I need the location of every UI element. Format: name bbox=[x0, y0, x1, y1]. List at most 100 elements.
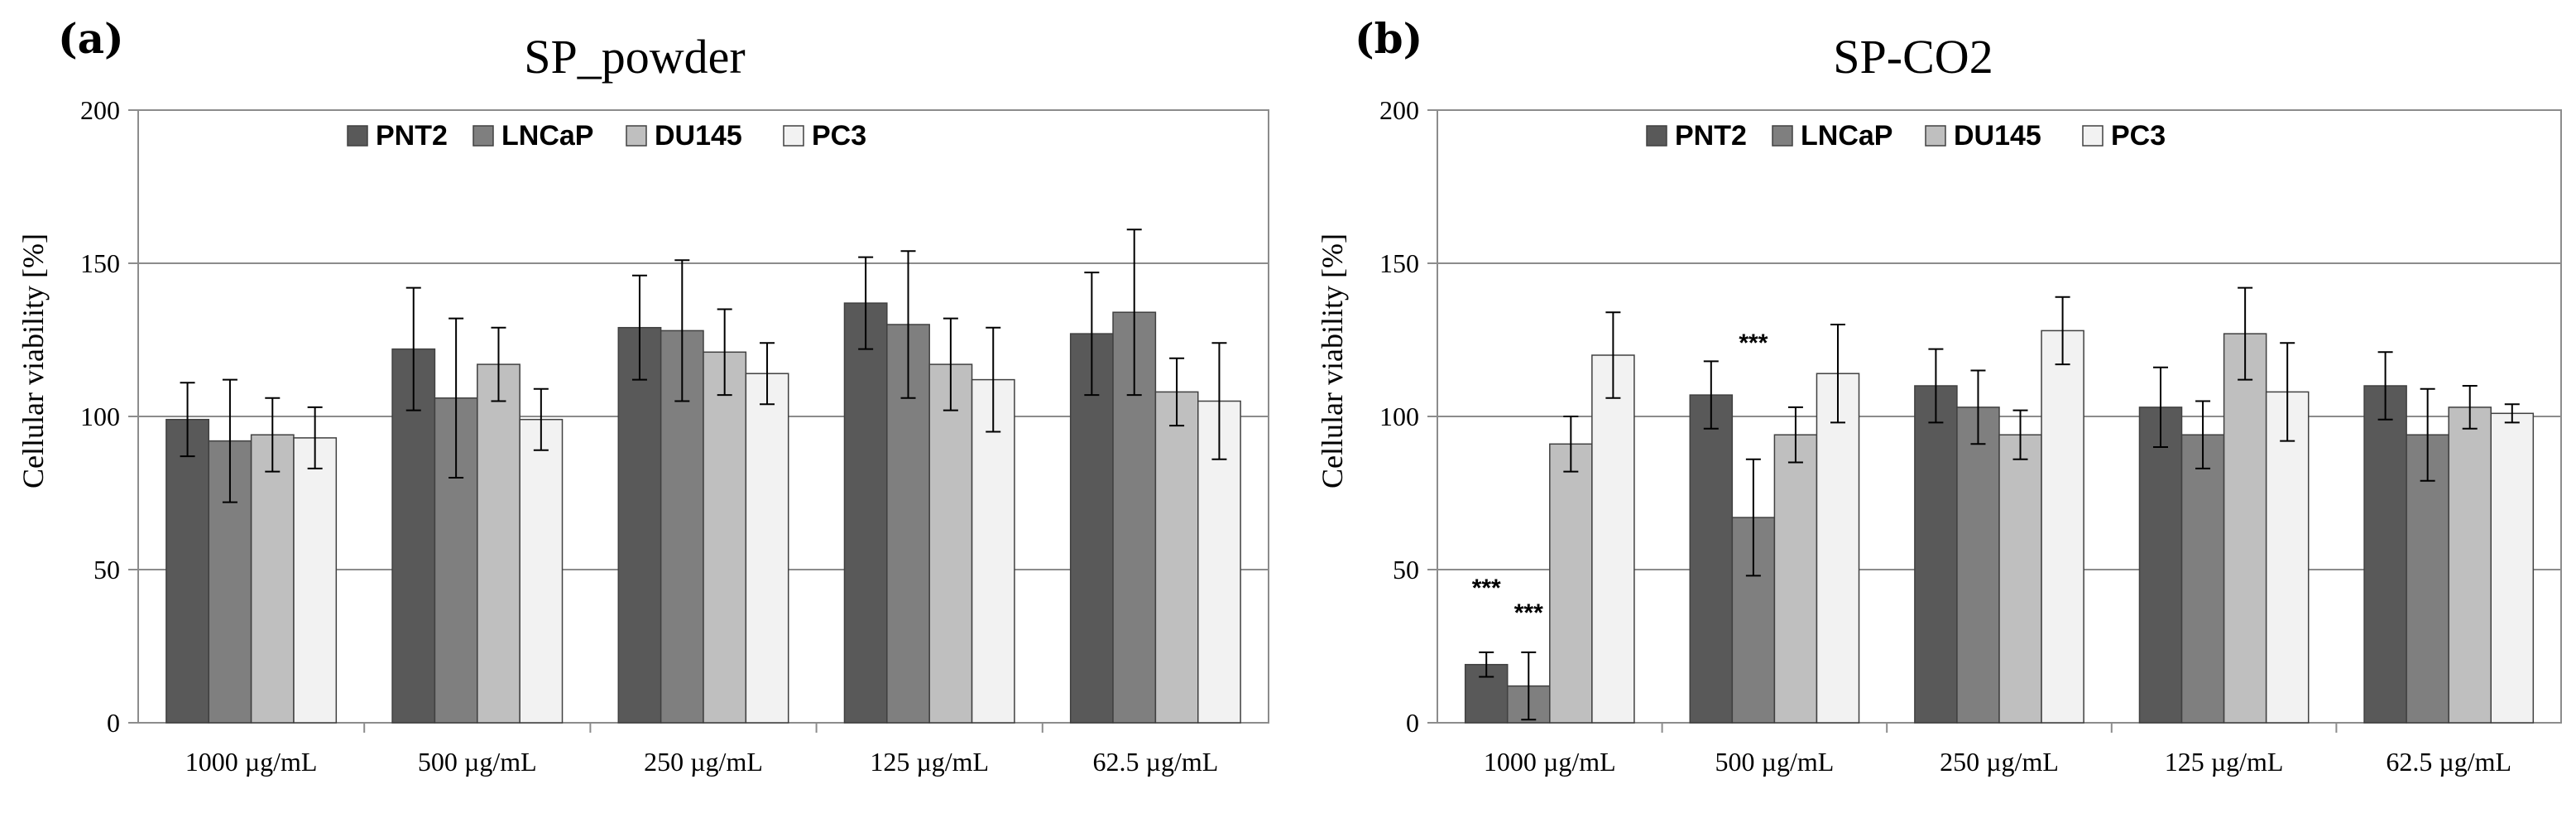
significance-annotation: *** bbox=[1472, 575, 1501, 602]
error-bar bbox=[2055, 296, 2070, 366]
bar-lncap bbox=[2180, 434, 2225, 724]
legend-item-pc3: PC3 bbox=[2082, 120, 2166, 152]
error-bar bbox=[265, 397, 281, 473]
legend-swatch bbox=[783, 125, 804, 147]
legend-swatch bbox=[473, 125, 494, 147]
error-bar bbox=[858, 256, 874, 350]
legend-label: LNCaP bbox=[1801, 120, 1892, 152]
bar-pc3 bbox=[971, 378, 1015, 724]
bar-du145 bbox=[703, 351, 747, 724]
legend-swatch bbox=[2082, 125, 2103, 147]
chart-title: SP-CO2 bbox=[1833, 30, 1993, 84]
bar-pc3 bbox=[2265, 391, 2310, 724]
error-bar bbox=[1126, 229, 1142, 397]
error-bar bbox=[1787, 406, 1803, 464]
error-bar bbox=[2153, 366, 2169, 448]
x-tick-label: 250 µg/mL bbox=[1940, 747, 2059, 777]
legend-item-du145: DU145 bbox=[1925, 120, 2041, 152]
legend-label: PNT2 bbox=[1675, 120, 1747, 152]
error-bar bbox=[2280, 342, 2295, 442]
x-tick-label: 125 µg/mL bbox=[870, 747, 989, 777]
error-bar bbox=[674, 259, 690, 402]
bar-du145 bbox=[250, 434, 295, 724]
error-bar bbox=[1211, 342, 1227, 460]
y-tick-label: 200 bbox=[80, 95, 120, 125]
significance-annotation: *** bbox=[1514, 599, 1543, 627]
error-bar bbox=[631, 274, 647, 381]
bar-pnt2 bbox=[165, 418, 209, 724]
bar-pnt2 bbox=[1069, 333, 1114, 724]
legend-swatch bbox=[1925, 125, 1946, 147]
error-bar bbox=[2462, 385, 2478, 430]
bar-pc3 bbox=[2490, 412, 2535, 724]
bar-pc3 bbox=[519, 418, 564, 724]
legend-item-lncap: LNCaP bbox=[1772, 120, 1892, 152]
error-bar bbox=[2504, 403, 2520, 424]
error-bar bbox=[2195, 400, 2211, 469]
x-tick-label: 1000 µg/mL bbox=[1484, 747, 1616, 777]
legend-item-pnt2: PNT2 bbox=[1646, 120, 1747, 152]
error-bar bbox=[1605, 311, 1621, 399]
error-bar bbox=[1830, 324, 1845, 424]
error-bar bbox=[1084, 272, 1100, 397]
y-axis-label: Cellular viability [%] bbox=[17, 233, 50, 488]
chart-panel-a: (a) SP_powder Cellular viability [%] 0 50… bbox=[17, 14, 1269, 777]
bar-du145 bbox=[2448, 406, 2492, 724]
error-bar bbox=[1479, 651, 1494, 678]
error-bar bbox=[180, 382, 195, 458]
legend-item-pnt2: PNT2 bbox=[347, 120, 448, 152]
error-bar bbox=[1521, 651, 1537, 721]
legend-swatch bbox=[626, 125, 647, 147]
legend-swatch bbox=[1772, 125, 1793, 147]
error-bar bbox=[2377, 351, 2393, 421]
x-tick-label: 62.5 µg/mL bbox=[2386, 747, 2511, 777]
error-bar bbox=[2238, 286, 2253, 381]
y-tick-label: 100 bbox=[80, 402, 120, 431]
panel-letter: (b) bbox=[1355, 14, 1422, 63]
bar-pnt2 bbox=[843, 302, 888, 724]
error-bar bbox=[900, 250, 916, 399]
bar-pnt2 bbox=[617, 326, 662, 724]
legend-item-pc3: PC3 bbox=[783, 120, 866, 152]
error-bar bbox=[1745, 458, 1761, 577]
bar-du145 bbox=[477, 363, 520, 724]
y-tick-label: 0 bbox=[1406, 708, 1419, 738]
error-bar bbox=[491, 326, 506, 402]
bar-du145 bbox=[1773, 434, 1818, 724]
legend-swatch bbox=[347, 125, 368, 147]
y-tick-label: 200 bbox=[1379, 95, 1419, 125]
bar-pnt2 bbox=[2138, 406, 2183, 724]
error-bar bbox=[1928, 348, 1944, 424]
error-bar bbox=[717, 308, 732, 397]
legend-label: PC3 bbox=[812, 120, 866, 152]
error-bar bbox=[943, 317, 958, 411]
error-bar bbox=[449, 317, 464, 479]
error-bar bbox=[1563, 416, 1579, 473]
error-bar bbox=[1169, 357, 1185, 427]
bar-du145 bbox=[2223, 333, 2267, 724]
error-bar bbox=[986, 326, 1001, 433]
bar-pc3 bbox=[1816, 373, 1860, 724]
bar-du145 bbox=[1154, 391, 1199, 724]
error-bar bbox=[222, 378, 237, 503]
bar-pnt2 bbox=[2363, 385, 2407, 724]
error-bar bbox=[2012, 409, 2028, 460]
x-tick-label: 125 µg/mL bbox=[2165, 747, 2284, 777]
y-tick-label: 100 bbox=[1379, 402, 1419, 431]
legend-label: PC3 bbox=[2111, 120, 2166, 152]
x-tick-label: 500 µg/mL bbox=[1715, 747, 1835, 777]
y-tick-label: 150 bbox=[1379, 248, 1419, 278]
x-tick-label: 62.5 µg/mL bbox=[1093, 747, 1219, 777]
legend-item-du145: DU145 bbox=[626, 120, 742, 152]
legend-label: LNCaP bbox=[501, 120, 593, 152]
panel-letter: (a) bbox=[58, 14, 124, 63]
bar-du145 bbox=[1549, 443, 1593, 724]
y-tick-label: 50 bbox=[94, 555, 120, 584]
error-bar bbox=[760, 342, 775, 406]
significance-annotation: *** bbox=[1739, 330, 1768, 357]
x-tick-label: 250 µg/mL bbox=[644, 747, 763, 777]
y-tick-label: 50 bbox=[1393, 555, 1419, 584]
y-tick-label: 0 bbox=[107, 708, 120, 738]
x-tick-label: 500 µg/mL bbox=[418, 747, 537, 777]
